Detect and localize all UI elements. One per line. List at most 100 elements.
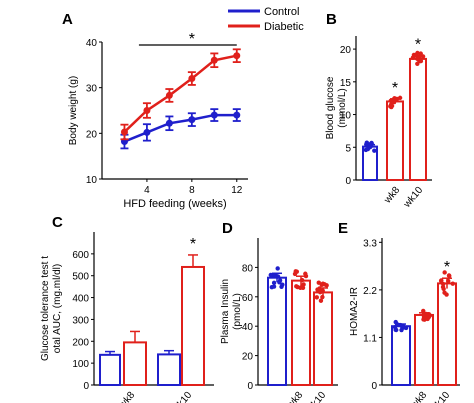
x-tick-label: wk8 <box>285 390 306 403</box>
data-point <box>303 271 308 276</box>
data-point <box>442 270 447 275</box>
diabetic-bar <box>291 279 311 387</box>
y-tick-label: 30 <box>86 84 98 95</box>
data-point <box>210 56 218 64</box>
y-tick-label: 600 <box>72 250 89 261</box>
y-tick-label: 10 <box>86 175 98 186</box>
x-tick-label: wk10 <box>428 390 452 403</box>
data-point <box>275 274 281 279</box>
data-point <box>413 52 418 58</box>
y-tick-label: 20 <box>340 45 352 56</box>
panel-c-bar-chart: 0 100 200 300 400 500 600 Glucose tolerance tes… <box>40 232 214 403</box>
data-point <box>372 148 377 153</box>
y-tick-label: 5 <box>345 143 351 154</box>
diabetic-series-line <box>123 54 238 133</box>
y-axis-label: Glucose tolerance test t <box>40 256 51 361</box>
y-tick-label: 10 <box>340 111 352 122</box>
data-point <box>293 269 298 274</box>
data-point <box>389 103 395 109</box>
y-tick-label: 20 <box>86 129 98 140</box>
data-point <box>299 284 304 290</box>
data-point <box>442 290 447 295</box>
y-axis-label: HOMA2-IR <box>349 287 360 336</box>
y-tick-label: 400 <box>72 294 89 305</box>
y-tick-label: 80 <box>242 263 254 274</box>
panel-d-bar-chart: 0 20 40 60 80 Plasma Insulin (pmol/L) wk8 wk10 <box>220 238 338 403</box>
control-bar <box>267 276 287 386</box>
legend-diabetic-label: Diabetic <box>264 21 304 33</box>
data-point <box>277 280 282 285</box>
y-tick-label: 2.2 <box>363 286 377 297</box>
control-bar <box>99 353 121 386</box>
data-point <box>295 284 300 290</box>
control-bar <box>157 353 181 386</box>
x-tick-label: wk10 <box>170 390 194 403</box>
data-point <box>165 119 173 127</box>
data-point <box>120 128 128 136</box>
data-point <box>320 288 325 293</box>
data-point <box>271 280 277 286</box>
data-point <box>233 111 241 119</box>
legend-control-label: Control <box>264 6 299 18</box>
y-axis-label: otal AUC, (mg.ml/dl) <box>52 264 63 353</box>
data-point <box>450 281 455 286</box>
x-tick-label: wk10 <box>304 390 328 403</box>
y-tick-label: 300 <box>72 315 89 326</box>
panel-e-letter: E <box>338 220 348 237</box>
x-axis-label: HFD feeding (weeks) <box>123 198 226 210</box>
y-tick-label: 0 <box>371 381 377 392</box>
data-point <box>143 128 151 136</box>
y-tick-label: 20 <box>242 352 254 363</box>
data-point <box>403 325 409 331</box>
x-tick-label: 8 <box>189 185 195 196</box>
y-tick-label: 500 <box>72 272 89 283</box>
panel-a-line-chart: 10 20 30 40 Body weight (g) 4 8 12 HFD feeding (… <box>68 31 248 210</box>
diabetic-bar <box>386 100 404 181</box>
diabetic-bar <box>313 291 333 387</box>
significance-star: * <box>190 236 196 253</box>
x-tick-label: wk8 <box>117 390 138 403</box>
data-point <box>268 272 273 278</box>
data-point <box>421 312 427 317</box>
y-axis-label: Plasma Insulin <box>220 279 231 344</box>
data-point <box>426 314 432 320</box>
panel-b-bar-chart: 0 5 10 15 20 Blood glucose (mmol/L) * * wk8 wk10 <box>325 36 432 211</box>
data-point <box>299 277 305 283</box>
data-point <box>188 75 196 83</box>
panel-d-letter: D <box>222 220 233 237</box>
x-tick-label: wk8 <box>409 390 430 403</box>
data-point <box>275 266 280 271</box>
diabetic-bar <box>409 57 427 182</box>
data-point <box>394 327 399 333</box>
panel-c-letter: C <box>52 214 63 231</box>
data-point <box>392 96 397 101</box>
data-point <box>447 273 452 279</box>
data-point <box>210 111 218 119</box>
data-point <box>280 282 285 287</box>
y-tick-label: 60 <box>242 293 254 304</box>
significance-star: * <box>392 80 398 97</box>
y-tick-label: 0 <box>83 381 89 392</box>
control-bar <box>391 325 411 387</box>
data-point <box>165 91 173 99</box>
y-tick-label: 3.3 <box>363 238 377 249</box>
x-tick-label: 12 <box>231 185 243 196</box>
panel-b-letter: B <box>326 11 337 28</box>
data-point <box>319 282 324 288</box>
y-tick-label: 40 <box>86 38 98 49</box>
data-point <box>188 116 196 124</box>
data-point <box>415 61 420 66</box>
data-point <box>233 52 241 60</box>
y-axis-label: Body weight (g) <box>68 76 79 145</box>
data-point <box>318 298 324 303</box>
data-point <box>269 285 275 290</box>
data-point <box>368 144 373 149</box>
y-tick-label: 0 <box>345 176 351 187</box>
control-series-line <box>123 113 237 143</box>
significance-star: * <box>189 31 195 48</box>
data-point <box>441 286 446 292</box>
y-axis-label: (pmol/L) <box>232 293 243 330</box>
data-point <box>446 278 451 284</box>
data-point <box>314 295 320 300</box>
